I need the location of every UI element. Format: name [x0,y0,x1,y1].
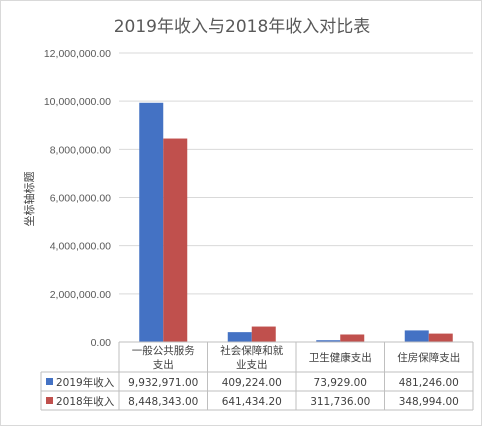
x-tick-label: 社会保障和就 [220,344,283,357]
data-label: 311,736.00 [310,396,370,408]
chart-title: 2019年收入与2018年收入对比表 [114,17,371,37]
data-label: 409,224.00 [222,377,282,389]
data-label: 8,448,343.00 [128,396,198,408]
data-label: 73,929.00 [314,377,367,389]
legend-key [46,378,53,385]
legend-label: 2018年收入 [56,395,115,408]
y-tick-label: 2,000,000.00 [50,289,111,301]
x-tick-label: 业支出 [236,358,268,371]
bar-series-2 [428,333,453,342]
x-tick-label: 卫生健康支出 [309,351,372,364]
y-tick-label: 10,000,000.00 [44,96,111,108]
x-tick-label: 支出 [153,358,174,371]
y-tick-label: 12,000,000.00 [44,48,111,60]
y-tick-label: 4,000,000.00 [50,241,111,253]
y-axis-title: 坐标轴标题 [22,172,36,227]
y-tick-label: 8,000,000.00 [50,144,111,156]
data-label: 481,246.00 [399,377,459,389]
data-label: 641,434.20 [222,396,282,408]
legend-key [46,397,53,404]
bar-series-1 [227,332,252,342]
bar-series-1 [404,330,429,342]
bar-series-2 [340,334,365,342]
bar-series-1 [316,340,341,342]
bar-series-2 [163,138,188,342]
x-tick-label: 一般公共服务 [132,344,195,357]
data-label: 9,932,971.00 [128,377,198,389]
x-tick-label: 住房保障支出 [397,351,460,364]
data-label: 348,994.00 [399,396,459,408]
bars [139,102,453,342]
y-tick-label: 6,000,000.00 [50,193,111,205]
y-tick-labels: 0.00 2,000,000.00 4,000,000.00 6,000,000.00… [44,48,111,349]
bar-series-1 [139,102,164,342]
bar-series-2 [251,326,276,342]
legend-label: 2019年收入 [56,376,115,389]
y-tick-label: 0.00 [91,337,112,349]
